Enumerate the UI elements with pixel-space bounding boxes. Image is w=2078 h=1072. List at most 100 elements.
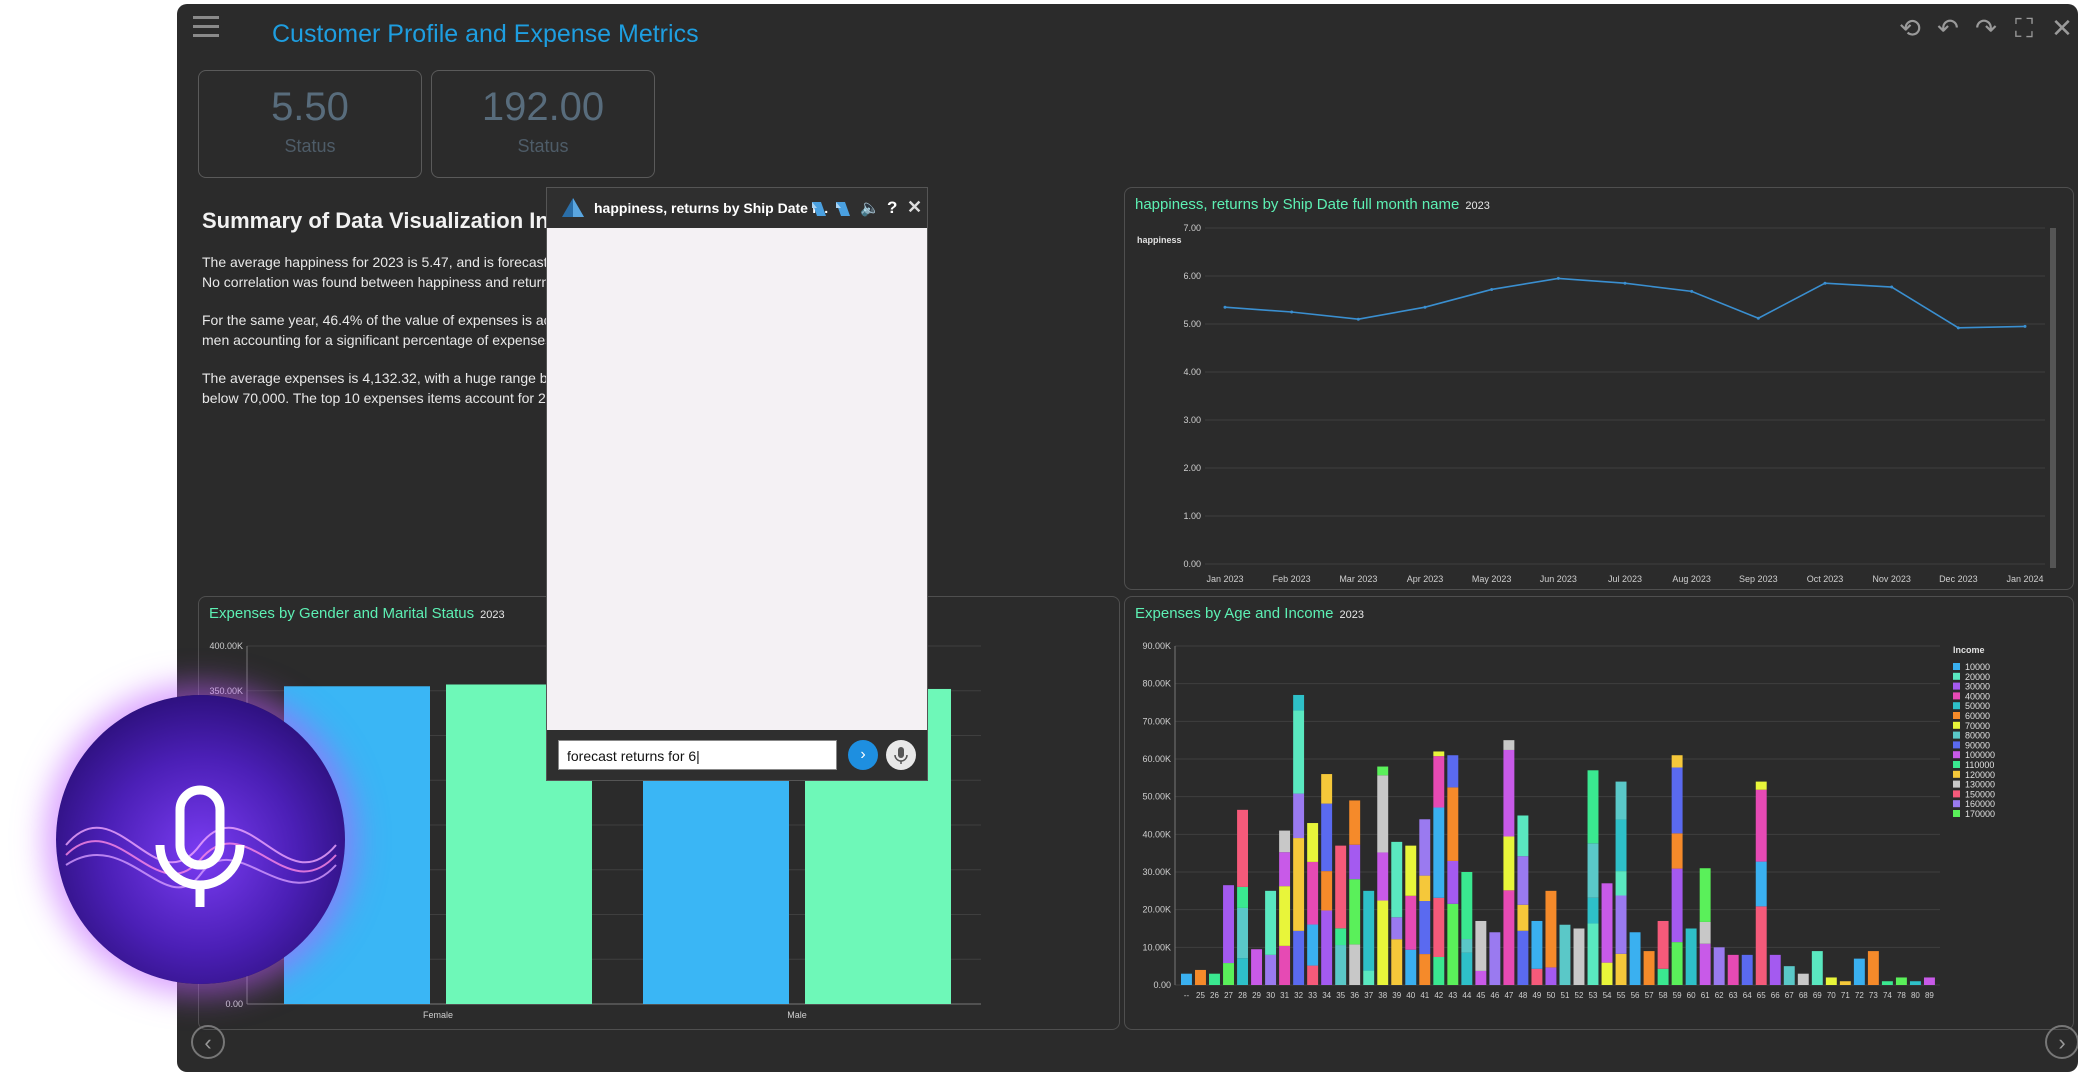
stacked-bar-segment: [1447, 903, 1459, 985]
stacked-bar-segment: [1643, 951, 1655, 985]
undo-icon[interactable]: ↶: [1937, 13, 1959, 43]
legend-entry: 30000: [1965, 682, 1990, 692]
x-tick-label: 37: [1364, 991, 1373, 1000]
stacked-bar-segment: [1461, 952, 1473, 985]
stacked-bar-segment: [1279, 945, 1291, 985]
y-tick-label: 0.00: [1183, 559, 1201, 569]
stacked-bar-segment: [1195, 969, 1206, 985]
x-tick-label: 34: [1322, 991, 1331, 1000]
stacked-bar-segment: [1307, 924, 1319, 966]
x-tick-label: 31: [1280, 991, 1289, 1000]
x-tick-label: 39: [1392, 991, 1401, 1000]
x-tick-label: --: [1184, 991, 1190, 1000]
legend-entry: 60000: [1965, 711, 1990, 721]
x-tick-label: 64: [1743, 991, 1752, 1000]
legend-entry: 50000: [1965, 701, 1990, 711]
legend-swatch: [1953, 761, 1960, 768]
legend-swatch: [1953, 741, 1960, 749]
stacked-bar-segment: [1671, 942, 1683, 985]
data-point: [1556, 276, 1560, 280]
x-tick-label: 36: [1350, 991, 1359, 1000]
stacked-bar-segment: [1335, 928, 1347, 946]
x-tick-label: 42: [1434, 991, 1443, 1000]
y-tick-label: 90.00K: [1142, 641, 1171, 651]
hamburger-menu-icon[interactable]: [193, 16, 219, 38]
stacked-bar-segment: [1755, 781, 1767, 790]
x-tick-label: 56: [1631, 991, 1640, 1000]
stacked-bar-segment: [1657, 968, 1669, 985]
stacked-bar-segment: [1335, 945, 1347, 985]
stacked-bar-segment: [1349, 844, 1361, 880]
next-page-button[interactable]: ›: [2045, 1025, 2078, 1059]
pin-icon[interactable]: [833, 199, 853, 219]
stacked-bar-segment: [1419, 875, 1431, 902]
stacked-bar-segment: [1433, 807, 1445, 898]
stacked-bar-segment: [1517, 904, 1529, 931]
legend-title: Income: [1953, 645, 1985, 655]
line-chart: 0.00 1.00 2.00 3.00 4.00 5.00 6.00 7.00happines…: [1137, 223, 2056, 584]
send-button[interactable]: ›: [848, 740, 878, 770]
x-tick-label: 80: [1911, 991, 1920, 1000]
stacked-bar-segment: [1587, 923, 1599, 985]
close-icon[interactable]: ✕: [907, 197, 923, 217]
y-tick-label: 30.00K: [1142, 867, 1171, 877]
x-tick-label: 68: [1799, 991, 1808, 1000]
stacked-bar-segment: [1447, 787, 1459, 861]
stacked-bar-segment: [1769, 954, 1781, 985]
help-icon[interactable]: ?: [887, 198, 898, 217]
y-tick-label: 40.00K: [1142, 829, 1171, 839]
y-tick-label: 50.00K: [1142, 792, 1171, 802]
kpi-card[interactable]: 192.00 Status: [431, 70, 655, 178]
x-tick-label: 44: [1462, 991, 1471, 1000]
close-icon[interactable]: ✕: [2051, 13, 2073, 43]
legend-swatch: [1953, 810, 1960, 817]
stacked-bar-segment: [1825, 977, 1837, 985]
stacked-bar-segment: [1237, 958, 1249, 985]
legend-entry: 70000: [1965, 721, 1990, 731]
legend-entry: 130000: [1965, 780, 1995, 790]
x-tick-label: Jan 2024: [2006, 574, 2043, 584]
series-line: [1224, 277, 2026, 329]
x-tick-label: 50: [1546, 991, 1555, 1000]
kpi-card[interactable]: 5.50 Status: [198, 70, 422, 178]
x-tick-label: Male: [787, 1010, 807, 1020]
stacked-bar-segment: [1923, 977, 1935, 985]
x-tick-label: May 2023: [1472, 574, 1512, 584]
x-tick-label: Jan 2023: [1206, 574, 1243, 584]
x-tick-label: 41: [1420, 991, 1429, 1000]
data-point: [1756, 316, 1760, 320]
assistant-header: happiness, returns by Ship Date f... 🔈 ?…: [547, 188, 927, 228]
x-tick-label: 59: [1673, 991, 1682, 1000]
stacked-bar-segment: [1545, 890, 1557, 968]
x-tick-label: Jun 2023: [1540, 574, 1577, 584]
legend-swatch: [1953, 770, 1960, 778]
stacked-bar-segment: [1349, 944, 1361, 985]
voice-assistant-orb[interactable]: [56, 695, 345, 984]
previous-page-button[interactable]: ‹: [191, 1025, 225, 1059]
legend-entry: 120000: [1965, 770, 1995, 780]
stacked-bar-segment: [1671, 767, 1683, 834]
x-tick-label: 46: [1490, 991, 1499, 1000]
reset-icon[interactable]: ⟲: [1899, 13, 1921, 43]
stacked-bar-segment: [1713, 947, 1725, 985]
speaker-icon[interactable]: 🔈: [860, 200, 880, 217]
pin-icon[interactable]: [809, 199, 829, 219]
x-tick-label: Female: [423, 1010, 453, 1020]
stacked-bar-segment: [1209, 973, 1220, 985]
stacked-bar-segment: [1601, 883, 1613, 963]
legend-entry: 160000: [1965, 799, 1995, 809]
page-title: Customer Profile and Expense Metrics: [272, 20, 699, 48]
legend-swatch: [1953, 682, 1960, 690]
x-tick-label: 62: [1715, 991, 1724, 1000]
redo-icon[interactable]: ↷: [1975, 13, 1997, 43]
query-input[interactable]: forecast returns for 6|: [558, 740, 837, 770]
stacked-bar-segment: [1503, 749, 1515, 837]
stacked-bar-segment: [1321, 871, 1333, 911]
fullscreen-icon[interactable]: ⛶: [2014, 13, 2034, 43]
x-tick-label: 45: [1476, 991, 1485, 1000]
stacked-bar-segment: [1587, 843, 1599, 898]
microphone-button[interactable]: [886, 740, 916, 770]
data-point: [1290, 310, 1294, 314]
chart-title: Expenses by Age and Income 2023: [1135, 605, 1364, 622]
age-income-chart-panel: Expenses by Age and Income 2023 0.00 10.00…: [1124, 596, 2074, 1030]
